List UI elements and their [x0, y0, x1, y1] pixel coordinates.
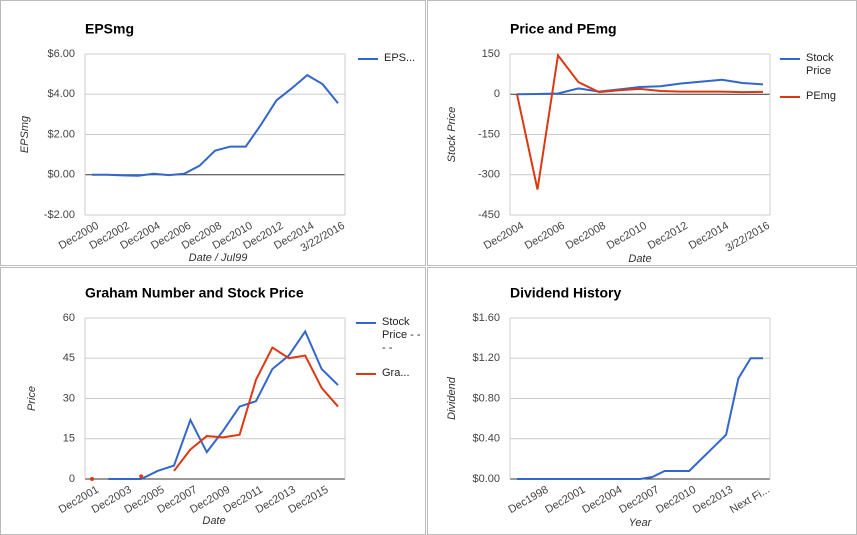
- x-tick-label: Dec2004: [482, 220, 526, 252]
- y-tick-label: 60: [63, 312, 75, 324]
- y-tick-label: $0.00: [47, 169, 75, 181]
- chart-title: Graham Number and Stock Price: [85, 285, 304, 301]
- y-tick-label: $4.00: [47, 88, 75, 100]
- y-tick-label: 0: [69, 473, 75, 485]
- legend-swatch: [356, 373, 376, 375]
- y-tick-label: -150: [478, 128, 500, 140]
- x-tick-label: Dec2013: [691, 484, 735, 516]
- y-axis-title: Stock Price: [446, 107, 458, 163]
- y-tick-label: $0.40: [472, 433, 500, 445]
- legend-label: EPS...: [384, 52, 416, 64]
- panel: [0, 0, 426, 266]
- legend-entry: Stock Price - - - -: [356, 316, 424, 355]
- legend-swatch: [358, 58, 378, 60]
- point: [139, 474, 144, 479]
- y-tick-label: 15: [63, 433, 75, 445]
- y-tick-label: -300: [478, 169, 500, 181]
- y-tick-label: 45: [63, 352, 75, 364]
- x-tick-label: Dec2006: [523, 220, 567, 252]
- legend-swatch: [356, 322, 376, 324]
- legend-entry: PEmg: [780, 90, 848, 103]
- x-tick-label: Dec1998: [506, 484, 550, 516]
- y-tick-label: $6.00: [47, 48, 75, 60]
- y-tick-label: -450: [478, 209, 500, 221]
- line: [92, 73, 339, 177]
- legend-swatch: [780, 58, 800, 60]
- legend-label: Stock Price - - - -: [382, 316, 421, 354]
- x-axis-title: Year: [629, 517, 653, 529]
- y-tick-label: 150: [482, 48, 500, 60]
- y-tick-label: $1.60: [472, 312, 500, 324]
- y-axis-title: Dividend: [446, 376, 458, 420]
- x-axis-title: Date / Jul99: [189, 252, 248, 264]
- legend-entry: Gra...: [356, 367, 424, 380]
- y-axis-title: EPSmg: [19, 115, 31, 153]
- y-tick-label: $0.00: [472, 473, 500, 485]
- y-tick-label: 0: [494, 88, 500, 100]
- y-tick-label: 30: [63, 392, 75, 404]
- y-tick-label: $0.80: [472, 392, 500, 404]
- line: [173, 346, 339, 472]
- legend-entry: EPS...: [358, 52, 426, 65]
- x-axis-title: Date: [202, 515, 225, 527]
- point: [90, 477, 94, 481]
- line: [516, 78, 764, 96]
- x-tick-label: Dec2008: [564, 220, 608, 252]
- x-tick-label: Dec2007: [617, 484, 661, 516]
- line: [516, 52, 764, 190]
- legend-label: Stock Price: [806, 52, 834, 77]
- legend-swatch: [780, 96, 800, 98]
- line: [108, 329, 339, 480]
- x-tick-label: Dec2010: [605, 220, 649, 252]
- chart-title: Dividend History: [510, 285, 621, 301]
- x-tick-label: Dec2012: [646, 220, 690, 252]
- y-axis-title: Price: [26, 386, 38, 411]
- y-tick-label: $2.00: [47, 128, 75, 140]
- x-tick-label: 3/22/2016: [724, 220, 772, 255]
- y-tick-label: $1.20: [472, 352, 500, 364]
- x-axis-title: Date: [628, 253, 651, 265]
- legend-entry: Stock Price: [780, 52, 848, 78]
- x-tick-label: Next Fi...: [728, 484, 772, 516]
- legend-label: Gra...: [382, 367, 410, 379]
- line: [517, 357, 763, 480]
- chart-title: Price and PEmg: [510, 21, 617, 37]
- y-tick-label: -$2.00: [44, 209, 75, 221]
- x-tick-label: Dec2010: [654, 484, 698, 516]
- legend-label: PEmg: [806, 90, 836, 102]
- x-tick-label: Dec2004: [580, 484, 624, 516]
- chart-title: EPSmg: [85, 21, 134, 37]
- x-tick-label: Dec2001: [543, 484, 587, 516]
